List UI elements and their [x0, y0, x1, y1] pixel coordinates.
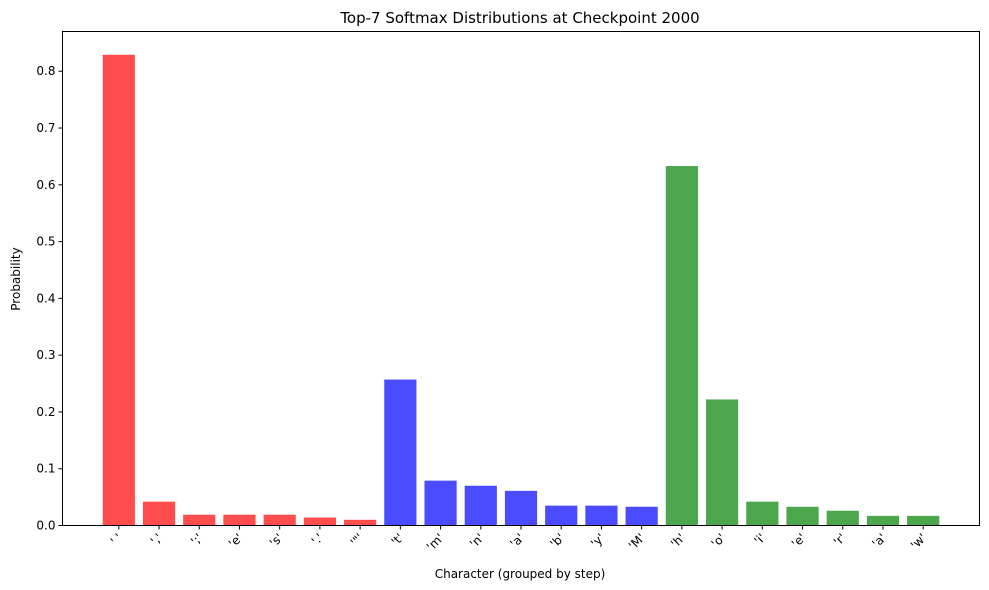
x-tick-label-4: 's' — [267, 531, 286, 550]
bar-14 — [665, 166, 698, 526]
x-tick-label-7: 't' — [389, 531, 407, 549]
x-tick-label-2: ';' — [188, 531, 205, 548]
x-axis-label: Character (grouped by step) — [435, 567, 606, 581]
x-tick-label-1: ',' — [148, 531, 165, 548]
y-tick-label-6: 0.6 — [36, 178, 55, 192]
x-tick-label-9: 'n' — [467, 531, 487, 551]
x-axis: ' ' ',' ';' 'e' 's' '.' '"' 't' 'm' 'n' 'a' 'b' 'y' '… — [108, 525, 930, 554]
y-axis-label: Probability — [9, 247, 23, 310]
x-tick-label-10: 'a' — [507, 531, 527, 551]
bar-0 — [102, 54, 135, 526]
bar-6 — [344, 519, 377, 526]
bar-15 — [706, 399, 739, 526]
bar-11 — [545, 505, 578, 526]
y-axis: 0.0 0.1 0.2 0.3 0.4 0.5 0.6 0.7 0.8 — [36, 64, 63, 533]
x-tick-label-12: 'y' — [588, 531, 608, 551]
x-tick-label-6: '"' — [348, 531, 366, 549]
x-tick-label-17: 'e' — [789, 531, 809, 551]
x-tick-label-8: 'm' — [424, 531, 447, 554]
bar-3 — [223, 514, 256, 526]
y-tick-label-0: 0.0 — [36, 519, 55, 533]
bar-16 — [746, 501, 779, 526]
x-tick-label-3: 'e' — [226, 531, 246, 551]
bar-2 — [183, 514, 216, 526]
y-tick-label-1: 0.1 — [36, 462, 55, 476]
y-tick-label-7: 0.7 — [36, 121, 55, 135]
bar-19 — [866, 515, 900, 526]
bar-17 — [786, 506, 819, 526]
bar-20 — [907, 515, 940, 526]
x-tick-label-13: 'M' — [626, 531, 648, 553]
chart-title: Top-7 Softmax Distributions at Checkpoin… — [339, 9, 699, 27]
y-tick-label-5: 0.5 — [36, 235, 55, 249]
bar-10 — [504, 490, 538, 526]
y-tick-label-3: 0.3 — [36, 348, 55, 362]
bars-group — [102, 54, 940, 526]
y-tick-label-2: 0.2 — [36, 405, 55, 419]
x-tick-label-20: 'w' — [908, 531, 930, 553]
bar-12 — [585, 505, 618, 526]
bar-7 — [384, 379, 417, 526]
x-tick-label-18: 'r' — [831, 531, 849, 549]
bar-13 — [625, 506, 658, 526]
y-tick-label-4: 0.4 — [36, 291, 55, 305]
x-tick-label-11: 'b' — [547, 531, 567, 551]
x-tick-label-5: '.' — [309, 531, 326, 548]
x-tick-label-19: 'a' — [869, 531, 889, 551]
x-tick-label-16: 'i' — [752, 531, 769, 548]
x-tick-label-0: ' ' — [108, 531, 125, 548]
plot-frame — [62, 31, 980, 526]
x-tick-label-15: 'o' — [708, 531, 728, 551]
bar-9 — [464, 485, 497, 526]
bar-5 — [303, 517, 336, 526]
bar-8 — [424, 480, 457, 526]
x-tick-label-14: 'h' — [668, 531, 688, 551]
bar-4 — [263, 514, 296, 526]
y-tick-label-8: 0.8 — [36, 64, 55, 78]
bar-18 — [826, 510, 859, 526]
bar-1 — [142, 501, 176, 526]
